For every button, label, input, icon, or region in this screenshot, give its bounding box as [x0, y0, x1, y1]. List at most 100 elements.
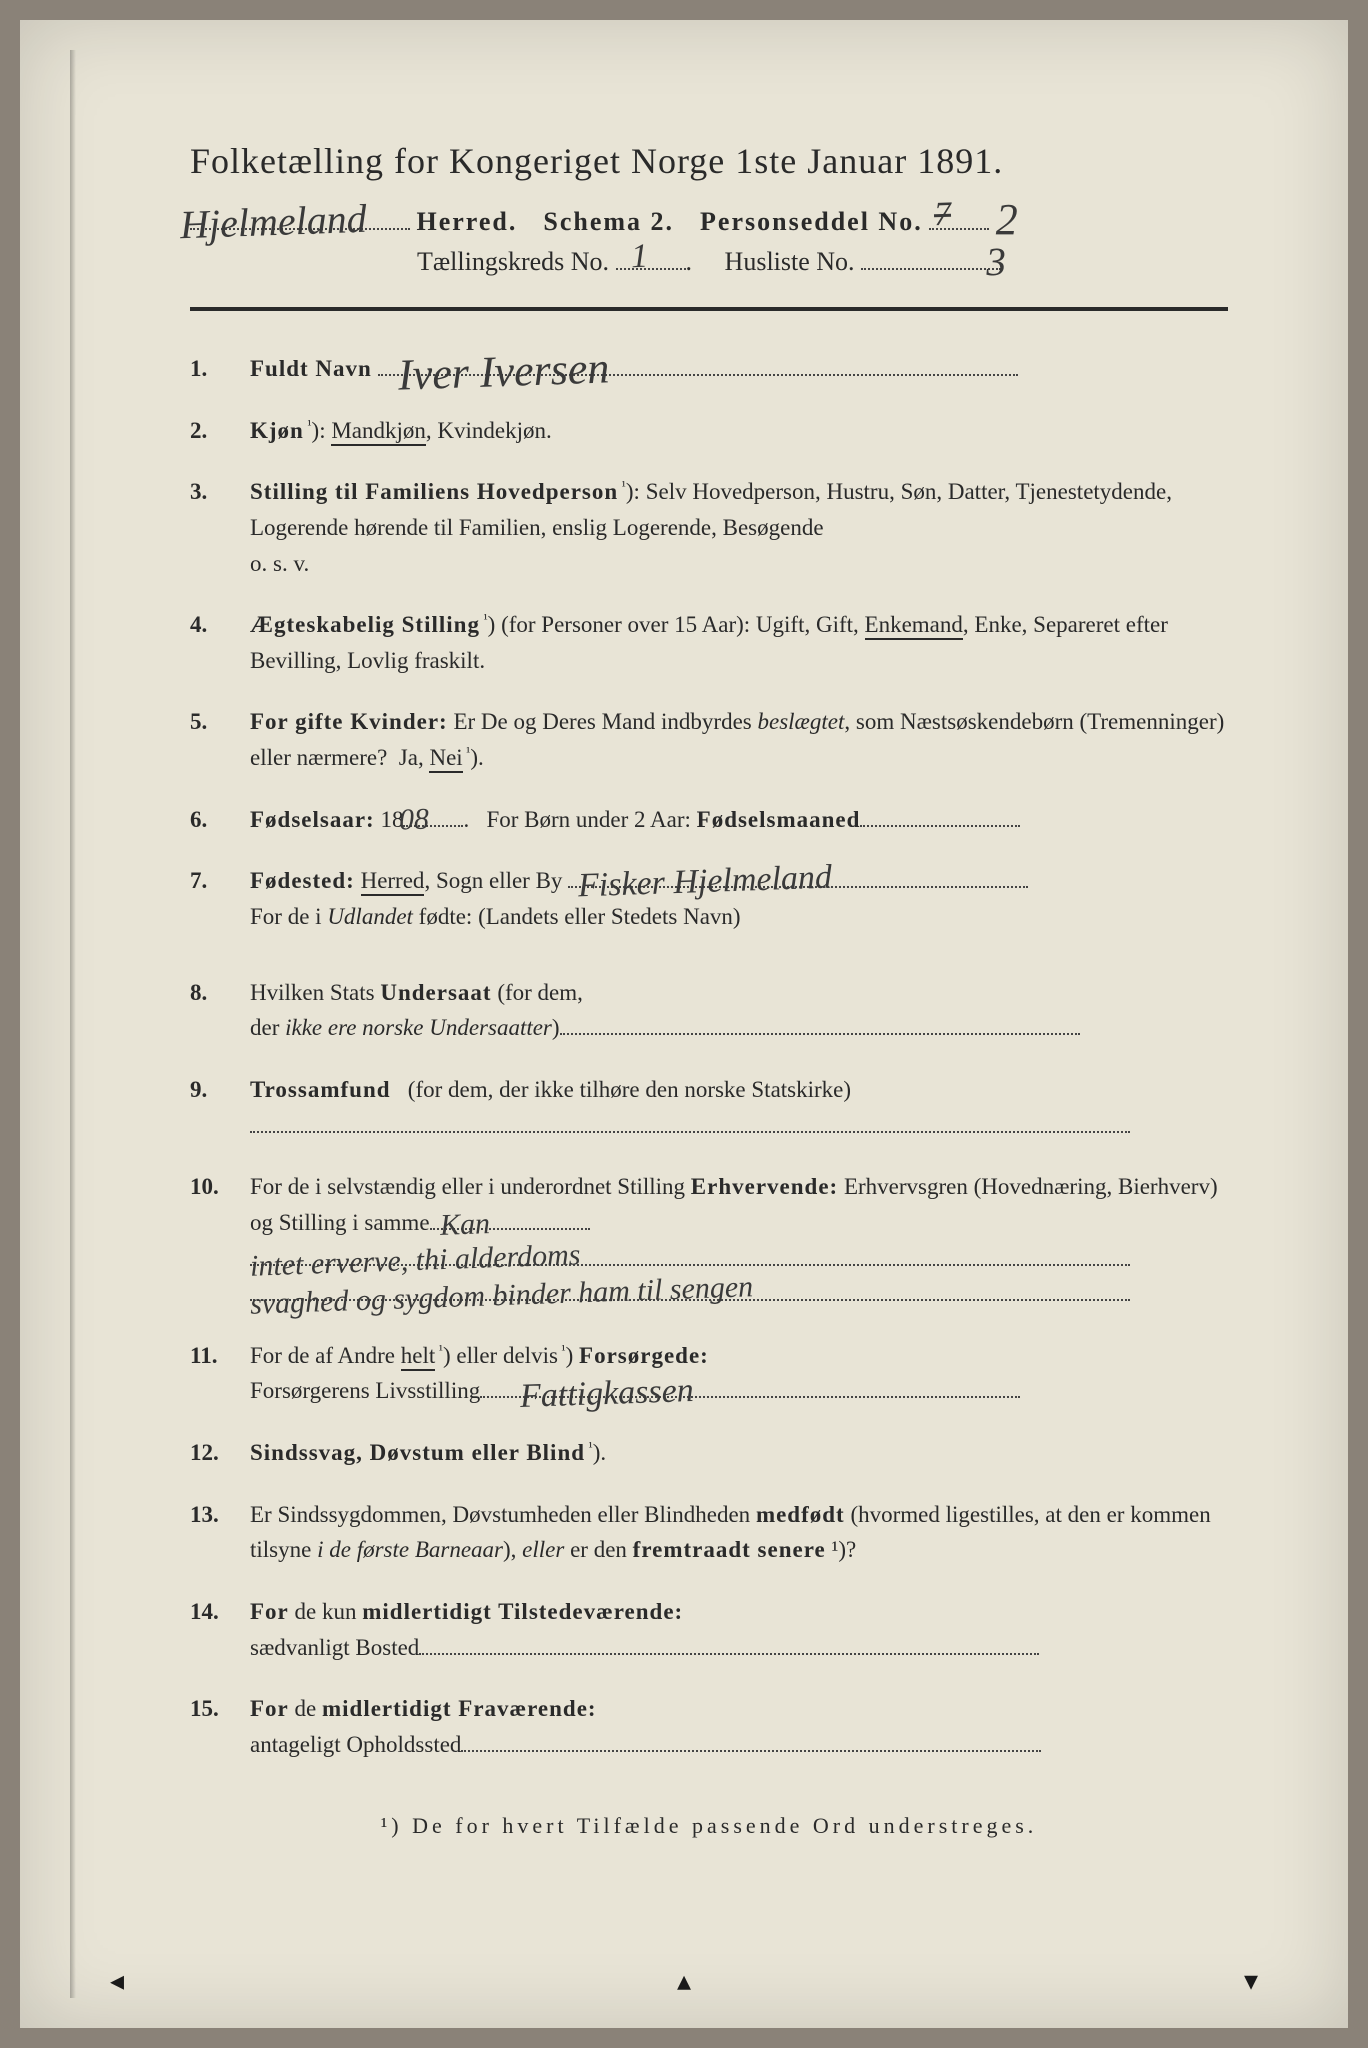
f1-hw: Iver Iversen — [396, 334, 610, 410]
field-1: Fuldt Navn Iver Iversen — [190, 351, 1228, 387]
field-5: For gifte Kvinder: Er De og Deres Mand i… — [190, 704, 1228, 775]
f14-line2: sædvanligt Bosted — [250, 1635, 419, 1660]
f9-label: Trossamfund — [250, 1077, 391, 1102]
f5-underlined: Nei — [429, 745, 462, 773]
sup-6: ¹ — [558, 1343, 566, 1358]
field-2: Kjøn ¹): Mandkjøn, Kvindekjøn. — [190, 413, 1228, 449]
personseddel-field: 7 — [929, 228, 989, 230]
f13-b1: medfødt — [756, 1502, 845, 1527]
header-line-3: Tællingskreds No. 1 . Husliste No. 3 — [190, 247, 1228, 277]
f11-bold: Forsørgede: — [579, 1343, 709, 1368]
f13-i2: eller — [522, 1537, 564, 1562]
f7-hw: Fisker Hjelmeland — [577, 852, 833, 914]
f4-label: Ægteskabelig Stilling — [250, 612, 480, 637]
sup-5: ¹ — [435, 1343, 443, 1358]
f7-underlined: Herred — [361, 868, 425, 896]
f4-paren: (for Personer over 15 Aar): — [501, 612, 750, 637]
f14-mid: midlertidigt Tilstedeværende: — [362, 1599, 683, 1624]
f1-label: Fuldt Navn — [250, 356, 372, 381]
corner-mark-bl: ◂ — [110, 1964, 124, 1998]
f8-fill — [560, 1033, 1080, 1035]
f6-hw: 08 — [399, 796, 431, 844]
f4-underlined: Enkemand — [865, 612, 963, 640]
field-13: Er Sindssygdommen, Døvstumheden eller Bl… — [190, 1497, 1228, 1568]
f5-italic: beslægtet — [757, 709, 844, 734]
f15-fill — [461, 1750, 1041, 1752]
corner-mark-br: ▾ — [1244, 1964, 1258, 1998]
form-list: Fuldt Navn Iver Iversen Kjøn ¹): Mandkjø… — [190, 351, 1228, 1763]
sup-2: ¹ — [618, 480, 626, 495]
f11-line2: Forsørgerens Livsstilling — [250, 1378, 480, 1403]
herred-label: Herred. — [417, 207, 518, 236]
field-11: For de af Andre helt ¹) eller delvis ¹) … — [190, 1338, 1228, 1409]
field-9: Trossamfund (for dem, der ikke tilhøre d… — [190, 1072, 1228, 1143]
f15-mid: midlertidigt Fraværende: — [322, 1696, 597, 1721]
herred-field: Hjelmeland — [190, 228, 410, 230]
f7-italic: Udlandet — [327, 904, 413, 929]
f10-fill3: svaghed og sygdom binder ham til sengen — [250, 1299, 1130, 1301]
f10-fill2: intet erverve, thi alderdoms — [250, 1264, 1130, 1266]
sup-1: ¹ — [304, 418, 312, 433]
f5-label: For gifte Kvinder: — [250, 709, 448, 734]
field-3: Stilling til Familiens Hovedperson ¹): S… — [190, 474, 1228, 581]
f6-year-fill: 08 — [403, 825, 463, 827]
f3-label: Stilling til Familiens Hovedperson — [250, 479, 618, 504]
f10-fill1: Kan — [430, 1228, 590, 1230]
f7-fill: Fisker Hjelmeland — [568, 886, 1028, 888]
page-title: Folketælling for Kongeriget Norge 1ste J… — [190, 140, 1228, 182]
kreds-label: Tællingskreds No. — [417, 247, 609, 276]
f2-underlined: Mandkjøn — [331, 418, 426, 446]
schema-label: Schema 2. — [543, 207, 674, 236]
f2-label: Kjøn — [250, 418, 304, 443]
census-form-page: Folketælling for Kongeriget Norge 1ste J… — [20, 20, 1348, 2028]
f13-b2: fremtraadt senere — [633, 1537, 826, 1562]
field-8: Hvilken Stats Undersaat (for dem, der ik… — [190, 975, 1228, 1046]
f7-label: Fødested: — [250, 868, 355, 893]
kreds-hw: 1 — [630, 238, 648, 277]
f6-tail: For Børn under 2 Aar: Fødselsmaaned — [486, 807, 860, 832]
f13-d: ¹)? — [826, 1537, 857, 1562]
f14-label: For — [250, 1599, 289, 1624]
field-10: For de i selvstændig eller i underordnet… — [190, 1169, 1228, 1312]
f15-label: For — [250, 1696, 289, 1721]
kreds-field: 1 — [616, 268, 686, 270]
header-rule — [190, 307, 1228, 311]
f3-tail: o. s. v. — [250, 551, 309, 576]
sup-3: ¹ — [480, 613, 488, 628]
personseddel-label: Personseddel No. — [700, 207, 923, 236]
sup-7: ¹ — [585, 1440, 593, 1455]
f13-a: Er Sindssygdommen, Døvstumheden eller Bl… — [250, 1502, 756, 1527]
f10-bold: Erhvervende: — [691, 1174, 838, 1199]
sup-4: ¹ — [463, 745, 471, 760]
footnote: ¹) De for hvert Tilfælde passende Ord un… — [190, 1813, 1228, 1839]
personseddel-struck: 7 — [934, 196, 952, 235]
f15-line2: antageligt Opholdssted — [250, 1732, 461, 1757]
f13-i1: i de første Barneaar — [317, 1537, 503, 1562]
field-6: Fødselsaar: 1808. For Børn under 2 Aar: … — [190, 802, 1228, 838]
husliste-label: Husliste No. — [725, 247, 855, 276]
f1-fill: Iver Iversen — [378, 374, 1018, 376]
f11-u1: helt — [401, 1343, 436, 1371]
f11-fill: Fattigkassen — [480, 1396, 1020, 1398]
field-4: Ægteskabelig Stilling ¹) (for Personer o… — [190, 607, 1228, 678]
f9-paren: (for dem, der ikke tilhøre den norske St… — [408, 1077, 851, 1102]
field-7: Fødested: Herred, Sogn eller By Fisker H… — [190, 863, 1228, 934]
corner-mark-bm: ▴ — [677, 1964, 691, 1998]
f8-bold: Undersaat — [380, 980, 491, 1005]
f11-hw: Fattigkassen — [519, 1365, 694, 1424]
field-15: For de midlertidigt Fraværende: antageli… — [190, 1691, 1228, 1762]
f14-fill — [419, 1653, 1039, 1655]
f13-c: ), eller er den — [503, 1537, 633, 1562]
husliste-hw: 3 — [985, 238, 1007, 286]
field-12: Sindssvag, Døvstum eller Blind ¹). — [190, 1435, 1228, 1471]
header-line-2: Hjelmeland Herred. Schema 2. Personsedde… — [190, 190, 1228, 241]
husliste-field: 3 — [861, 268, 1001, 270]
f6-tail-fill — [860, 825, 1020, 827]
f9-fill — [250, 1131, 1130, 1133]
personseddel-hw: 2 — [996, 195, 1018, 244]
f8-italic: ikke ere norske Undersaatter — [285, 1015, 552, 1040]
f12-label: Sindssvag, Døvstum eller Blind — [250, 1440, 585, 1465]
f6-label: Fødselsaar: — [250, 807, 375, 832]
herred-handwriting: Hjelmeland — [179, 195, 367, 248]
field-14: For de kun midlertidigt Tilstedeværende:… — [190, 1594, 1228, 1665]
